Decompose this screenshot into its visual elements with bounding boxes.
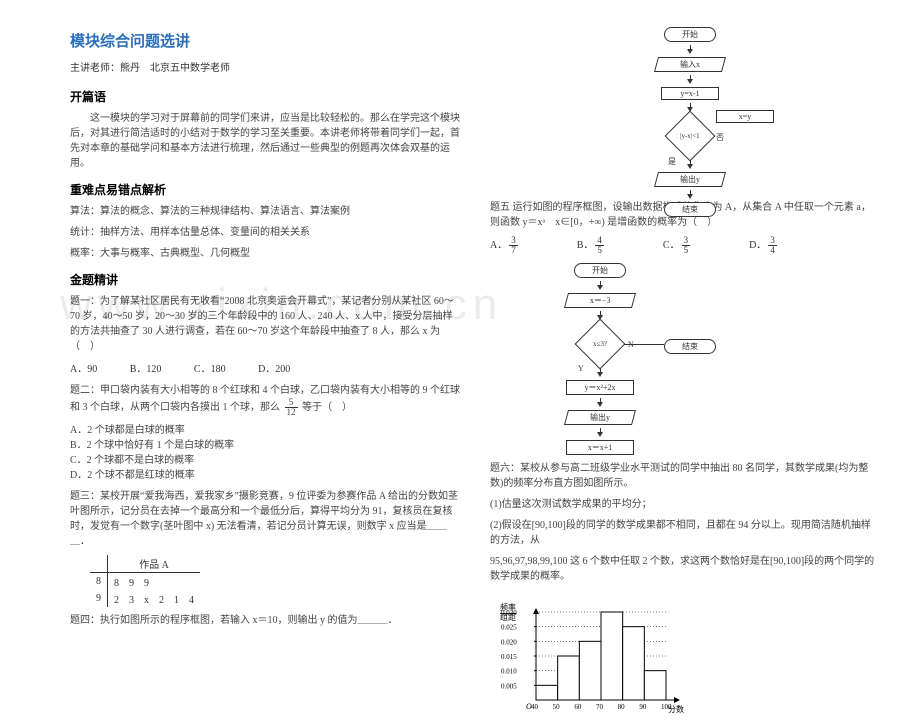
q4-text: 题四：执行如图所示的程序框图，若输入 x＝10，则输出 y 的值为＿＿＿． bbox=[70, 613, 460, 628]
q3-text: 题三：某校开展“爱我海西，爱我家乡”摄影竞赛，9 位评委为参赛作品 A 给出的分… bbox=[70, 489, 460, 549]
opening-head: 开篇语 bbox=[70, 88, 460, 105]
svg-text:60: 60 bbox=[574, 703, 582, 711]
f1-input-text: 输入x bbox=[680, 59, 700, 70]
f1-cond: |y-x|<1 bbox=[665, 111, 716, 162]
kd-line-3: 概率：大事与概率、古典概型、几何概型 bbox=[70, 246, 460, 261]
f1-output: 输出y bbox=[654, 172, 726, 187]
svg-text:80: 80 bbox=[618, 703, 626, 711]
f2-end: 结束 bbox=[664, 339, 716, 354]
f1-output-text: 输出y bbox=[680, 174, 700, 185]
f2-init: x＝−3 bbox=[564, 293, 636, 308]
svg-text:40: 40 bbox=[531, 703, 539, 711]
q2-fraction: 5 12 bbox=[285, 398, 298, 417]
svg-text:分数: 分数 bbox=[668, 704, 684, 714]
q5-opt-b: 45 bbox=[595, 236, 626, 255]
teacher-line: 主讲老师：熊丹 北京五中数学老师 bbox=[70, 59, 460, 74]
svg-text:0.005: 0.005 bbox=[501, 683, 517, 691]
q5-opt-d: 34 bbox=[768, 236, 799, 255]
q5-options: A．37 B．45 C．35 D．34 bbox=[490, 236, 880, 255]
q2-opt-c: C．2 个球都不是白球的概率 bbox=[70, 453, 460, 468]
f1-end: 结束 bbox=[664, 202, 716, 217]
f2-out: 输出y bbox=[564, 410, 636, 425]
flowchart-1: 开始 输入x y=x-1 x=y |y-x|<1 是 否 输出y 结束 bbox=[630, 24, 750, 220]
q5-b-den: 5 bbox=[595, 246, 604, 255]
stem-r2-stem: 9 bbox=[90, 590, 108, 607]
kd-line-1: 算法：算法的概念、算法的三种规律结构、算法语言、算法案例 bbox=[70, 204, 460, 219]
stem-r2-leaves: 2 3 x 2 1 4 bbox=[108, 590, 201, 607]
q1-text: 题一：为了解某社区居民有无收看“2008 北京奥运会开幕式”，某记者分别从某社区… bbox=[70, 294, 460, 354]
q6-part2a: (2)假设在[90,100]段的同学的数学成果都不相同，且都在 94 分以上。现… bbox=[490, 518, 880, 548]
q5-d-den: 4 bbox=[768, 246, 777, 255]
q2-text-a: 题二：甲口袋内装有大小相等的 8 个红球和 4 个白球，乙口袋内装有大小相等的 … bbox=[70, 385, 460, 413]
stem-leaf-table: 作品 A 88 9 9 92 3 x 2 1 4 bbox=[90, 555, 200, 607]
svg-text:0.025: 0.025 bbox=[501, 624, 517, 632]
q5-c-den: 5 bbox=[682, 246, 691, 255]
page: 模块综合问题选讲 主讲老师：熊丹 北京五中数学老师 开篇语 这一模块的学习对于屏… bbox=[0, 0, 920, 721]
svg-text:50: 50 bbox=[553, 703, 561, 711]
q2-opt-b: B．2 个球中恰好有 1 个是白球的概率 bbox=[70, 438, 460, 453]
opening-body: 这一模块的学习对于屏幕前的同学们来讲，应当是比较轻松的。那么在学完这个模块后，对… bbox=[70, 111, 460, 171]
stem-r1-leaves: 8 9 9 bbox=[108, 573, 201, 591]
f1-yes: 是 bbox=[668, 156, 676, 167]
q2-frac-den: 12 bbox=[285, 408, 298, 417]
svg-text:70: 70 bbox=[596, 703, 604, 711]
flowchart-2: 开始 x＝−3 x≤3? Y N 结束 y＝x²+2x 输出y x＝x+1 bbox=[510, 263, 690, 455]
q2-opt-a: A．2 个球都是白球的概率 bbox=[70, 423, 460, 438]
kd-line-2: 统计：抽样方法、用样本估量总体、变量间的相关关系 bbox=[70, 225, 460, 240]
histogram: 频率组距0.0300.0250.0200.0150.0100.005405060… bbox=[498, 598, 698, 718]
q2-text: 题二：甲口袋内装有大小相等的 8 个红球和 4 个白球，乙口袋内装有大小相等的 … bbox=[70, 383, 460, 417]
problems-head: 金题精讲 bbox=[70, 271, 460, 288]
keypoints-head: 重难点易错点解析 bbox=[70, 181, 460, 198]
svg-text:0.010: 0.010 bbox=[501, 668, 517, 676]
f1-input: 输入x bbox=[654, 57, 726, 72]
q6-part2b: 95,96,97,98,99,100 这 6 个数中任取 2 个数，求这两个数恰… bbox=[490, 554, 880, 584]
q5-opt-c: 35 bbox=[682, 236, 713, 255]
q2-opt-d: D．2 个球不都是红球的概率 bbox=[70, 468, 460, 483]
page-title: 模块综合问题选讲 bbox=[70, 30, 460, 51]
svg-text:0.020: 0.020 bbox=[501, 639, 517, 647]
svg-text:90: 90 bbox=[639, 703, 647, 711]
f1-s1: y=x-1 bbox=[661, 87, 719, 100]
f1-no: 否 bbox=[716, 132, 724, 143]
q6-part1: (1)估量这次测试数学成果的平均分； bbox=[490, 497, 880, 512]
q5-a-den: 7 bbox=[509, 246, 518, 255]
q6-text: 题六：某校从参与高二班级学业水平测试的同学中抽出 80 名同学，其数学成果(均为… bbox=[490, 461, 880, 491]
stem-caption: 作品 A bbox=[108, 555, 201, 573]
f2-cond: x≤3? bbox=[575, 319, 626, 370]
q5-opt-a: 37 bbox=[509, 236, 540, 255]
f1-start: 开始 bbox=[664, 27, 716, 42]
f2-calc: y＝x²+2x bbox=[566, 380, 634, 395]
svg-text:0.015: 0.015 bbox=[501, 653, 517, 661]
svg-text:0.030: 0.030 bbox=[501, 609, 517, 617]
f2-out-text: 输出y bbox=[590, 412, 610, 423]
f1-cond-text: |y-x|<1 bbox=[680, 132, 700, 140]
stem-r1-stem: 8 bbox=[90, 573, 108, 591]
f2-cond-text: x≤3? bbox=[593, 340, 607, 348]
q2-text-b: 等于（ ） bbox=[302, 402, 352, 413]
q1-opt-d: D．200 bbox=[258, 360, 290, 375]
q1-opt-b: B．120 bbox=[130, 360, 162, 375]
left-column: 模块综合问题选讲 主讲老师：熊丹 北京五中数学老师 开篇语 这一模块的学习对于屏… bbox=[70, 30, 460, 721]
f2-init-text: x＝−3 bbox=[590, 295, 611, 306]
f2-step: x＝x+1 bbox=[566, 440, 634, 455]
f2-start: 开始 bbox=[574, 263, 626, 278]
q1-opt-c: C．180 bbox=[194, 360, 226, 375]
q1-options: A．90 B．120 C．180 D．200 bbox=[70, 360, 460, 375]
svg-text:O: O bbox=[526, 702, 532, 711]
f2-yes: Y bbox=[578, 364, 584, 373]
q1-opt-a: A．90 bbox=[70, 360, 97, 375]
